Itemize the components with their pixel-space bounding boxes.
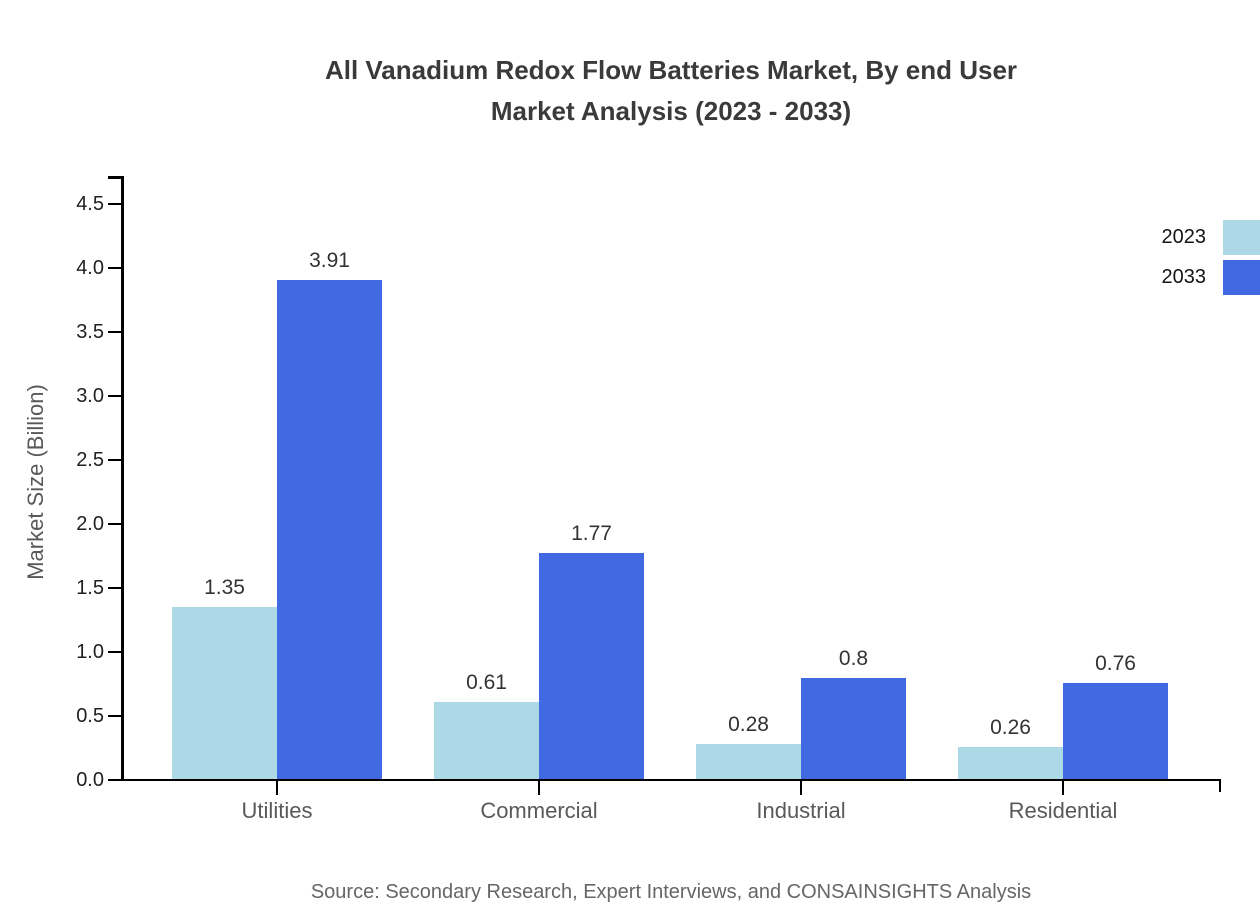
x-tick-industrial [799,781,803,795]
legend-row-2023: 2023 [1162,220,1260,255]
chart-title: All Vanadium Redox Flow Batteries Market… [121,50,1221,132]
source-text: Source: Secondary Research, Expert Inter… [310,881,1032,903]
bar-value-label-2023-industrial: 0.28 [728,713,769,737]
y-tick-3.0 [108,394,121,397]
y-tick-4.0 [108,266,121,269]
y-tick-2.5 [108,458,121,461]
y-axis-end-cap [108,176,121,179]
y-tick-label: 2.5 [76,449,104,471]
y-axis-line [121,176,124,781]
y-tick-label: 4.0 [76,257,104,279]
bar-value-label-2023-residential: 0.26 [990,715,1031,739]
legend-row-2033: 2033 [1162,260,1260,295]
y-tick-3.5 [108,330,121,333]
x-category-label-industrial: Industrial [756,798,846,823]
bar-2033-residential [1063,682,1168,780]
bar-value-label-2033-commercial: 1.77 [571,522,612,546]
legend-label-2023: 2023 [1161,226,1207,248]
y-tick-label: 4.5 [76,193,104,215]
x-category-label-commercial: Commercial [480,798,598,823]
y-tick-label: 2.0 [76,513,104,535]
bar-value-label-2033-utilities: 3.91 [309,248,350,272]
y-tick-0.5 [108,714,121,717]
bar-2033-commercial [539,553,644,780]
bar-2033-industrial [801,677,906,780]
bar-2023-utilities [172,607,277,780]
x-tick-commercial [537,781,541,795]
y-tick-label: 0.0 [76,769,104,791]
y-tick-1.0 [108,650,121,653]
y-tick-4.5 [108,202,121,205]
y-tick-label: 1.5 [76,577,104,599]
legend: 2023 2033 [1162,220,1260,300]
chart-title-line-2: Market Analysis (2023 - 2033) [490,96,852,126]
x-axis-line [121,778,1221,781]
bar-value-label-2023-utilities: 1.35 [204,576,245,600]
plot-area: 0.0 0.5 1.0 1.5 2.0 2.5 3.0 3.5 4.0 4.5 Utilities 1… [76,176,1221,823]
y-tick-label: 3.0 [76,385,104,407]
chart-title-line-1: All Vanadium Redox Flow Batteries Market… [324,55,1018,85]
y-axis-title: Market Size (Billion) [23,384,48,580]
x-category-label-utilities: Utilities [241,798,313,823]
legend-swatch-2033 [1223,260,1260,295]
y-tick-label: 0.5 [76,705,104,727]
x-category-label-residential: Residential [1008,798,1118,823]
bar-2023-industrial [696,744,801,780]
y-tick-2.0 [108,522,121,525]
y-tick-0.0 [108,778,121,781]
x-axis-end-cap [1218,779,1221,792]
x-tick-residential [1061,781,1065,795]
bar-value-label-2033-residential: 0.76 [1095,651,1136,675]
bar-value-label-2033-industrial: 0.8 [838,646,869,670]
bar-2023-residential [958,746,1063,780]
bar-2023-commercial [434,701,539,780]
y-tick-1.5 [108,586,121,589]
bar-2033-utilities [277,279,382,780]
y-tick-label: 1.0 [76,641,104,663]
legend-label-2033: 2033 [1161,266,1207,288]
bar-value-label-2023-commercial: 0.61 [466,670,507,694]
legend-swatch-2023 [1223,220,1260,255]
x-tick-utilities [275,781,279,795]
y-tick-label: 3.5 [76,321,104,343]
